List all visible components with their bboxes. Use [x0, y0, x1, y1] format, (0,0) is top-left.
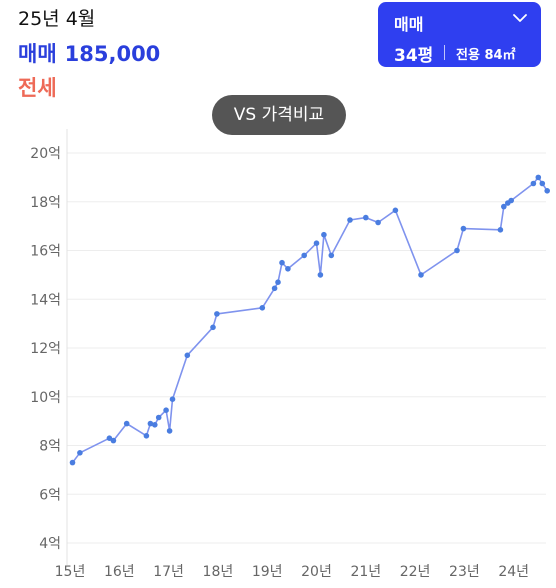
data-point [454, 247, 460, 254]
data-point [279, 259, 285, 266]
data-point [275, 279, 281, 286]
series-line [71, 176, 548, 464]
data-point [460, 225, 467, 232]
y-tick-label: 20억 [30, 146, 61, 162]
data-point [123, 420, 130, 427]
data-point [363, 214, 369, 221]
x-tick-label: 22년 [400, 564, 431, 580]
data-point [313, 240, 320, 246]
trade-type-selector[interactable]: 매매 34평 전용 84㎡ [378, 2, 541, 67]
data-point [530, 180, 537, 187]
trade-type-label: 매매 [394, 15, 424, 34]
data-point [163, 407, 169, 414]
vs-compare-button[interactable]: VS 가격비교 [212, 95, 346, 135]
data-point [184, 352, 191, 359]
jeonse-toggle[interactable]: 전세 [18, 76, 57, 100]
data-point [169, 396, 176, 403]
x-tick-label: 15년 [55, 564, 86, 580]
selected-date: 25년 4월 [18, 8, 96, 30]
data-point [110, 437, 117, 444]
y-tick-label: 14억 [30, 292, 61, 308]
data-point [77, 450, 83, 456]
data-point [539, 180, 546, 187]
price-type-label: 매매 [18, 42, 57, 66]
data-point [155, 414, 162, 421]
data-point [285, 266, 291, 272]
y-tick-label: 4억 [39, 536, 61, 552]
data-point [544, 188, 550, 194]
data-point [147, 420, 154, 427]
y-tick-label: 10억 [30, 390, 61, 406]
data-point [271, 285, 278, 292]
data-point [375, 219, 381, 226]
pyeong-size: 34평 [394, 46, 434, 66]
x-tick-label: 21년 [350, 564, 381, 580]
data-point [166, 428, 173, 434]
data-point [69, 459, 76, 466]
data-point [259, 305, 266, 311]
x-tick-label: 16년 [104, 564, 135, 580]
data-point [392, 207, 399, 214]
x-tick-label: 18년 [203, 564, 234, 580]
data-point [418, 272, 424, 278]
price-value: 185,000 [64, 42, 161, 66]
data-point [501, 203, 507, 210]
data-point [497, 227, 504, 233]
data-point [152, 422, 158, 428]
chevron-down-icon [513, 14, 527, 22]
data-point [210, 324, 216, 331]
data-point [321, 231, 327, 238]
data-point [301, 252, 308, 259]
data-point [143, 433, 150, 439]
y-tick-label: 8억 [39, 439, 61, 455]
y-tick-label: 12억 [30, 341, 61, 357]
x-tick-label: 17년 [153, 564, 184, 580]
x-tick-label: 24년 [498, 564, 529, 580]
data-point [347, 217, 353, 223]
y-tick-label: 6억 [39, 487, 61, 503]
data-point [535, 174, 542, 181]
data-point [317, 272, 324, 278]
y-tick-label: 16억 [30, 244, 61, 260]
x-tick-label: 20년 [301, 564, 332, 580]
data-point [214, 311, 220, 317]
divider [444, 45, 445, 60]
x-tick-label: 19년 [252, 564, 283, 580]
selected-price: 매매 185,000 [18, 38, 160, 68]
y-tick-label: 18억 [30, 195, 61, 211]
data-point [328, 252, 335, 259]
exclusive-area: 전용 84㎡ [456, 48, 516, 63]
x-tick-label: 23년 [449, 564, 480, 580]
data-point [508, 197, 514, 204]
